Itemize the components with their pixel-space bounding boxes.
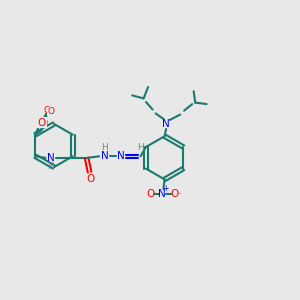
Text: H: H [137, 143, 144, 152]
Text: O: O [147, 189, 155, 200]
Text: +: + [163, 184, 169, 193]
Text: N: N [117, 151, 125, 161]
Text: ⁻: ⁻ [178, 190, 182, 199]
Text: N: N [101, 151, 109, 161]
Text: N: N [162, 118, 170, 129]
Text: O: O [38, 118, 46, 128]
Text: O: O [40, 118, 48, 128]
Text: N: N [47, 153, 55, 163]
Text: O: O [44, 106, 51, 115]
Text: N: N [158, 189, 166, 200]
Text: H: H [101, 143, 108, 152]
Text: H: H [47, 162, 54, 171]
Text: O: O [86, 174, 94, 184]
Text: O: O [47, 107, 54, 116]
Text: O: O [170, 189, 178, 200]
